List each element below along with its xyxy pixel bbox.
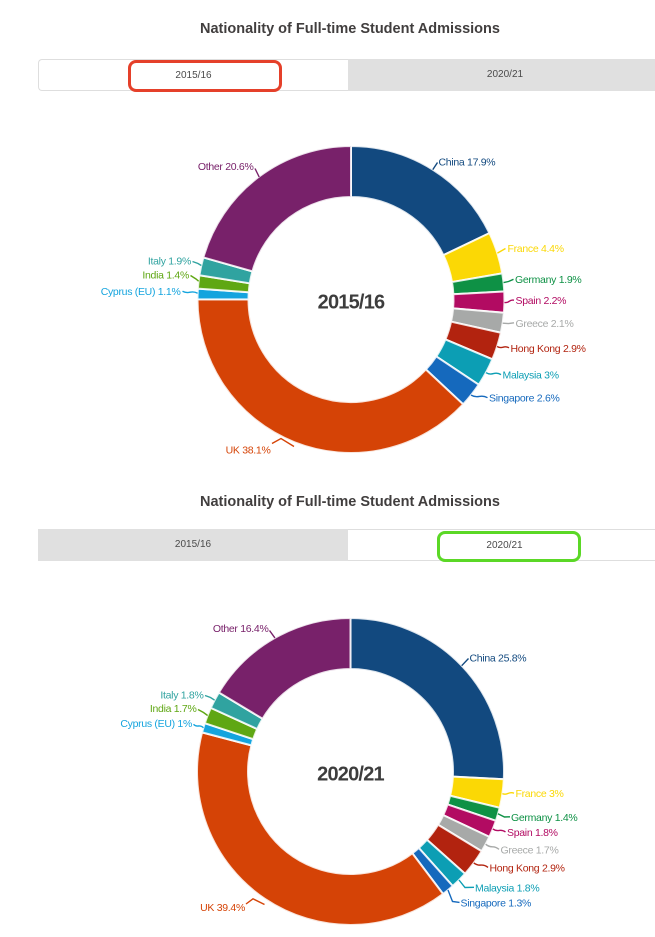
svg-text:Hong Kong 2.9%: Hong Kong 2.9% bbox=[511, 343, 586, 355]
svg-text:India 1.7%: India 1.7% bbox=[150, 703, 197, 715]
svg-text:Other 20.6%: Other 20.6% bbox=[198, 161, 254, 173]
svg-text:China 25.8%: China 25.8% bbox=[470, 653, 527, 665]
svg-text:Italy 1.9%: Italy 1.9% bbox=[148, 256, 191, 268]
svg-text:India 1.4%: India 1.4% bbox=[142, 269, 189, 281]
svg-text:Cyprus (EU) 1%: Cyprus (EU) 1% bbox=[120, 718, 192, 730]
svg-text:2020/21: 2020/21 bbox=[317, 764, 384, 786]
svg-text:Other 16.4%: Other 16.4% bbox=[213, 623, 269, 635]
svg-text:Malaysia 3%: Malaysia 3% bbox=[503, 370, 559, 382]
svg-text:Italy 1.8%: Italy 1.8% bbox=[160, 690, 203, 702]
svg-text:France 3%: France 3% bbox=[516, 788, 564, 800]
svg-text:UK 39.4%: UK 39.4% bbox=[200, 902, 245, 914]
svg-text:Greece 1.7%: Greece 1.7% bbox=[501, 845, 559, 857]
svg-text:Germany 1.9%: Germany 1.9% bbox=[515, 274, 581, 286]
svg-text:2015/16: 2015/16 bbox=[318, 292, 385, 314]
svg-text:Singapore 2.6%: Singapore 2.6% bbox=[489, 393, 560, 405]
svg-text:Cyprus (EU) 1.1%: Cyprus (EU) 1.1% bbox=[101, 286, 181, 298]
svg-text:Singapore 1.3%: Singapore 1.3% bbox=[461, 897, 532, 909]
svg-text:France 4.4%: France 4.4% bbox=[508, 243, 564, 255]
svg-text:China 17.9%: China 17.9% bbox=[439, 157, 496, 169]
svg-text:UK 38.1%: UK 38.1% bbox=[226, 445, 271, 457]
svg-text:Greece 2.1%: Greece 2.1% bbox=[516, 318, 574, 330]
svg-text:Malaysia 1.8%: Malaysia 1.8% bbox=[475, 882, 539, 894]
svg-text:Spain 1.8%: Spain 1.8% bbox=[507, 827, 558, 839]
svg-text:Hong Kong 2.9%: Hong Kong 2.9% bbox=[490, 863, 565, 875]
svg-text:Spain 2.2%: Spain 2.2% bbox=[516, 295, 567, 307]
svg-text:Germany 1.4%: Germany 1.4% bbox=[511, 812, 577, 824]
